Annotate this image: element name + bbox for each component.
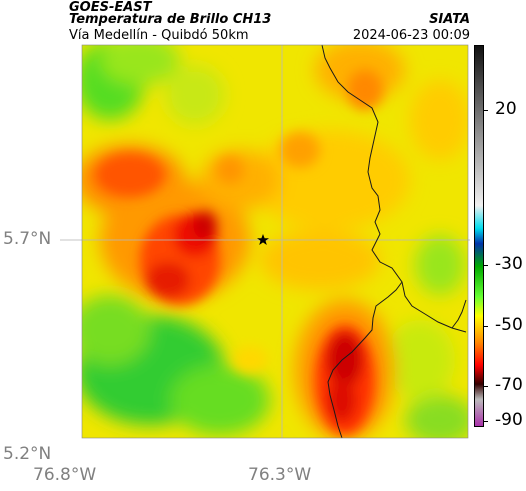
colorbar-tick [484,386,488,387]
lat-label-5-7: 5.7°N [3,229,52,249]
colorbar-tick [484,421,488,422]
map-frame [81,44,469,439]
colorbar-label-minus30: -30 [495,254,523,274]
colorbar-label-minus50: -50 [495,315,523,335]
lon-label-76-8: 76.8°W [33,465,97,485]
colorbar-tick [484,265,488,266]
colorbar-tick [484,110,488,111]
organization-label: SIATA [429,12,470,27]
colorbar-label-minus90: -90 [495,410,523,430]
colorbar-label-minus70: -70 [495,375,523,395]
colorbar-label-20: 20 [495,99,517,119]
datetime-label: 2024-06-23 00:09 [352,28,470,43]
lat-label-5-2: 5.2°N [3,444,52,464]
star-marker [257,234,269,245]
lon-label-76-3: 76.3°W [248,465,312,485]
domain-label: Vía Medellín - Quibdó 50km [69,28,249,43]
colorbar-tick [484,326,488,327]
product-title: Temperatura de Brillo CH13 [69,12,272,27]
satellite-source: GOES-EAST [69,0,152,15]
brightness-temperature-field [82,45,468,438]
colorbar [474,45,484,427]
country-border [321,44,467,439]
